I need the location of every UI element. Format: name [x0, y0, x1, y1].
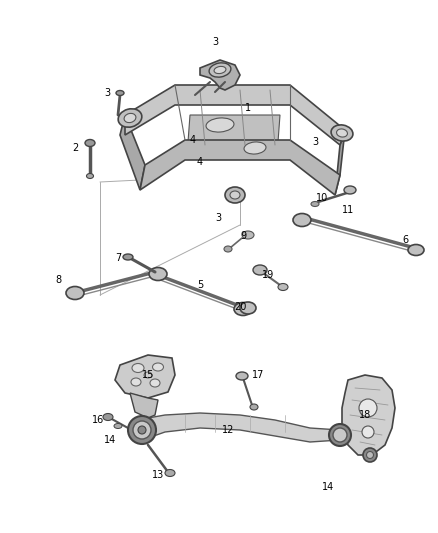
Ellipse shape [367, 451, 374, 458]
Text: 3: 3 [104, 88, 110, 98]
Polygon shape [140, 140, 340, 195]
Ellipse shape [123, 254, 133, 260]
Ellipse shape [236, 372, 248, 380]
Text: 2: 2 [72, 143, 78, 153]
Ellipse shape [336, 129, 347, 137]
Text: 12: 12 [222, 425, 234, 435]
Polygon shape [342, 375, 395, 455]
Text: 15: 15 [142, 370, 154, 380]
Polygon shape [120, 115, 145, 190]
Ellipse shape [363, 448, 377, 462]
Ellipse shape [253, 265, 267, 275]
Text: 1: 1 [245, 103, 251, 113]
Polygon shape [335, 130, 345, 195]
Ellipse shape [165, 470, 175, 477]
Polygon shape [130, 393, 158, 418]
Text: 16: 16 [92, 415, 104, 425]
Ellipse shape [250, 404, 258, 410]
Text: 11: 11 [342, 205, 354, 215]
Ellipse shape [344, 186, 356, 194]
Ellipse shape [128, 416, 156, 444]
Ellipse shape [144, 372, 152, 378]
Text: 6: 6 [402, 235, 408, 245]
Ellipse shape [114, 424, 122, 429]
Polygon shape [200, 60, 240, 90]
Ellipse shape [293, 214, 311, 227]
Text: 3: 3 [212, 37, 218, 47]
Ellipse shape [209, 63, 231, 77]
Ellipse shape [234, 303, 252, 316]
Ellipse shape [124, 114, 136, 123]
Ellipse shape [362, 426, 374, 438]
Text: 4: 4 [197, 157, 203, 167]
Ellipse shape [408, 245, 424, 255]
Ellipse shape [150, 379, 160, 387]
Ellipse shape [138, 426, 146, 434]
Ellipse shape [116, 91, 124, 95]
Ellipse shape [331, 125, 353, 141]
Ellipse shape [244, 142, 266, 154]
Text: 19: 19 [262, 270, 274, 280]
Ellipse shape [149, 268, 167, 280]
Text: 5: 5 [197, 280, 203, 290]
Ellipse shape [103, 414, 113, 421]
Ellipse shape [133, 421, 151, 439]
Text: 18: 18 [359, 410, 371, 420]
Text: 7: 7 [115, 253, 121, 263]
Ellipse shape [230, 191, 240, 199]
Ellipse shape [131, 378, 141, 386]
Ellipse shape [86, 174, 93, 179]
Text: 4: 4 [190, 135, 196, 145]
Ellipse shape [329, 424, 351, 446]
Text: 3: 3 [215, 213, 221, 223]
Text: 3: 3 [312, 137, 318, 147]
Ellipse shape [152, 363, 163, 371]
Text: 8: 8 [55, 275, 61, 285]
Text: 9: 9 [240, 231, 246, 241]
Ellipse shape [240, 302, 256, 314]
Polygon shape [148, 413, 340, 442]
Ellipse shape [118, 109, 142, 127]
Polygon shape [125, 85, 345, 145]
Text: 10: 10 [316, 193, 328, 203]
Ellipse shape [214, 67, 226, 74]
Ellipse shape [225, 187, 245, 203]
Polygon shape [115, 355, 175, 398]
Text: 14: 14 [322, 482, 334, 492]
Ellipse shape [206, 118, 234, 132]
Ellipse shape [333, 428, 347, 442]
Text: 20: 20 [234, 302, 246, 312]
Text: 17: 17 [252, 370, 264, 380]
Polygon shape [188, 115, 280, 142]
Ellipse shape [66, 287, 84, 300]
Ellipse shape [132, 364, 144, 373]
Ellipse shape [242, 231, 254, 239]
Ellipse shape [224, 246, 232, 252]
Text: 13: 13 [152, 470, 164, 480]
Ellipse shape [311, 201, 319, 206]
Text: 14: 14 [104, 435, 116, 445]
Ellipse shape [85, 140, 95, 147]
Ellipse shape [359, 399, 377, 417]
Ellipse shape [278, 284, 288, 290]
